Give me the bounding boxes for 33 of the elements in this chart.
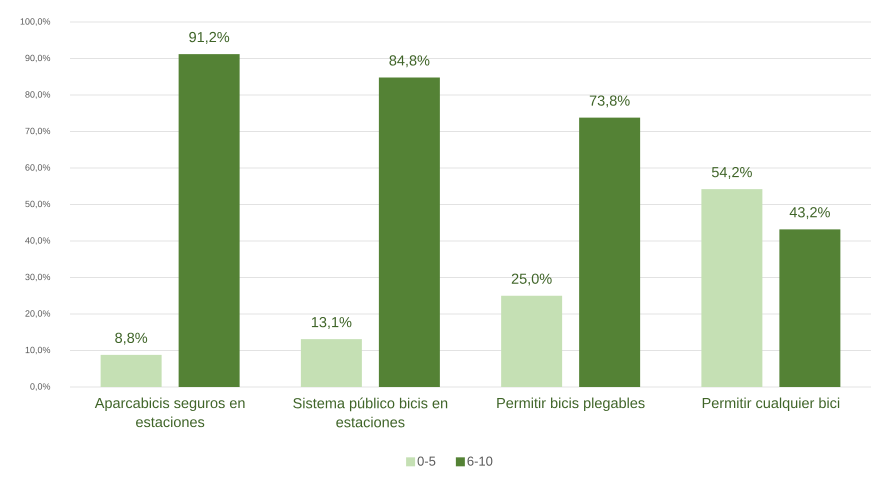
y-tick-label: 60,0% — [25, 164, 50, 172]
x-tick-label: Sistema público bicis en estaciones — [293, 398, 448, 428]
y-tick-label: 20,0% — [25, 310, 50, 318]
y-tick-label: 80,0% — [25, 91, 50, 99]
bar — [579, 118, 640, 387]
x-tick-label: Aparcabicis seguros en estaciones — [94, 398, 245, 428]
bar — [300, 339, 362, 387]
bar — [701, 189, 762, 387]
data-label: 43,2% — [790, 207, 830, 220]
y-tick-label: 10,0% — [26, 346, 50, 354]
bar — [100, 354, 162, 387]
y-tick-label: 70,0% — [25, 128, 50, 136]
data-label: 8,8% — [115, 332, 148, 345]
y-tick-label: 50,0% — [25, 200, 50, 208]
data-label: 84,8% — [389, 55, 430, 68]
data-label: 73,8% — [590, 95, 630, 108]
y-tick-label: 90,0% — [25, 54, 50, 62]
data-label: 25,0% — [512, 274, 552, 286]
x-tick-label: Permitir bicis plegables — [497, 398, 645, 412]
data-label: 54,2% — [712, 166, 752, 179]
legend-label: 0-5 — [418, 456, 436, 466]
y-tick-label: 30,0% — [25, 274, 50, 282]
bar — [178, 54, 240, 387]
legend-label: 6-10 — [468, 456, 492, 466]
bar — [378, 77, 440, 387]
data-label: 91,2% — [189, 32, 230, 44]
data-label: 13,1% — [312, 317, 352, 329]
bar — [779, 229, 840, 387]
x-tick-label: Permitir cualquier bici — [702, 398, 840, 412]
y-tick-label: 0,0% — [30, 383, 50, 391]
y-tick-label: 100,0% — [20, 18, 50, 26]
y-tick-label: 40,0% — [25, 237, 50, 245]
bar — [501, 296, 562, 387]
